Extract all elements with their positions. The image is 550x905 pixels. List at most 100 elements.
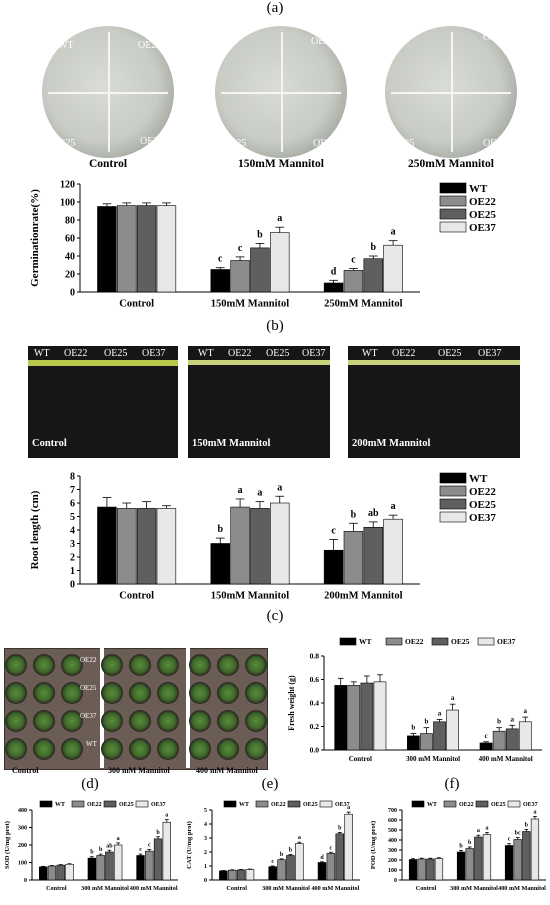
plant-pot [189,738,211,760]
dish-caption: 250mM Mannitol [408,158,494,170]
legend-label: OE37 [469,512,496,524]
tray-caption: 400 mM Mannitol [196,766,258,775]
dish-label-oe25: OE25 [391,138,415,149]
bar-wt [136,855,145,881]
plant-pot [245,738,267,760]
photo-label-oe25: OE25 [104,348,128,359]
dish-label-wt: WT [391,36,407,47]
plant-pot [5,738,27,760]
plant-pot [245,654,267,676]
bar-oe37 [156,508,177,585]
y-tick-label: 6 [70,499,75,510]
photo-caption: Control [32,438,67,449]
legend-swatch [71,800,85,808]
bar-oe22 [117,205,137,293]
legend-swatch [475,800,489,808]
y-tick-label: 120 [60,180,75,191]
dish-caption: 150mM Mannitol [238,158,324,170]
bar-wt [408,859,418,881]
significance-label: a [257,488,262,499]
category-label: Control [349,755,372,763]
legend-label: OE22 [459,802,474,808]
chart-fresh-weight: 0.0 0.2 0.4 0.6 0.8 Fresh weight (g) Control b b… [287,637,542,763]
significance-label: c [148,842,151,848]
significance-label: b [257,229,263,240]
bar-oe37 [518,721,532,751]
plant-pot [5,654,27,676]
bar-oe25 [363,527,383,585]
row-label: OE22 [80,656,97,664]
row-label: OE37 [80,712,97,720]
significance-label: b [90,850,94,856]
bar-oe37 [270,232,290,293]
legend-swatch [255,800,269,808]
significance-label: a [165,813,168,819]
photo-caption: 200mM Mannitol [352,438,431,449]
y-tick-label: 5 [204,808,207,814]
significance-label: b [280,852,284,858]
bar-oe37 [344,813,353,881]
plant-pot [61,654,83,676]
bar-oe25 [286,855,295,881]
bar-oe25 [56,864,65,881]
category-label: 300 mM Mannitol [262,885,310,892]
bar-wt [456,851,466,881]
photo-label-oe22: OE22 [228,348,252,359]
bar-oe25 [433,721,446,751]
plant-pot [217,654,239,676]
significance-label: d [320,855,324,861]
bar-wt [39,866,48,881]
significance-label: c [271,859,274,865]
legend-label: OE37 [151,802,166,808]
y-tick-label: 600 [388,818,397,824]
y-tick-label: 4 [70,526,75,537]
legend-swatch [439,485,467,497]
plant-pot [101,710,123,732]
significance-label: a [451,694,455,702]
significance-label: bc [515,831,521,837]
y-tick-label: 0.0 [310,746,320,755]
panel-c-letter: (c) [266,608,284,624]
legend-swatch [443,800,457,808]
dish-label-oe25: OE25 [223,138,247,149]
significance-label: a [524,707,528,715]
y-tick-label: 60 [65,234,75,245]
bar-oe22 [230,506,250,585]
bar-oe25 [360,682,374,751]
bar-wt [479,742,493,751]
plant-pot [101,682,123,704]
bar-oe37 [65,863,74,881]
significance-label: a [477,828,480,834]
y-tick-label: 0 [24,878,27,884]
tray-caption: Control [12,766,39,775]
significance-label: a [391,227,396,238]
y-tick-label: 7 [70,485,75,496]
significance-label: b [351,509,357,520]
category-label: Control [416,885,437,892]
significance-label: ab [106,843,113,849]
y-tick-label: 0.8 [310,652,320,661]
legend-swatch [411,800,425,808]
y-tick-label: 1 [204,864,207,870]
bar-wt [210,269,230,293]
plant-pot [157,738,179,760]
significance-label: b [468,840,472,846]
dish-label-oe37: OE37 [140,136,164,147]
photo-label-oe22: OE22 [392,348,416,359]
y-tick-label: 500 [388,828,397,834]
y-axis-label: Root length (cm) [29,490,41,569]
bar-oe22 [145,850,154,881]
chart-germination: 0 20 40 60 80 100 120 Germinationrate(%) Control… [29,180,496,310]
plant-pot [61,682,83,704]
significance-label: b [289,847,293,853]
bar-oe37 [295,843,304,881]
category-label: 250mM Mannitol [324,299,403,310]
category-label: Control [119,299,154,310]
y-tick-label: 0.4 [310,699,320,708]
legend-swatch [439,472,467,484]
row-label: OE25 [80,684,97,692]
bar-oe25 [136,205,157,293]
plant-pot [33,738,55,760]
bar-wt [334,685,348,751]
legend-label: OE25 [469,499,496,511]
